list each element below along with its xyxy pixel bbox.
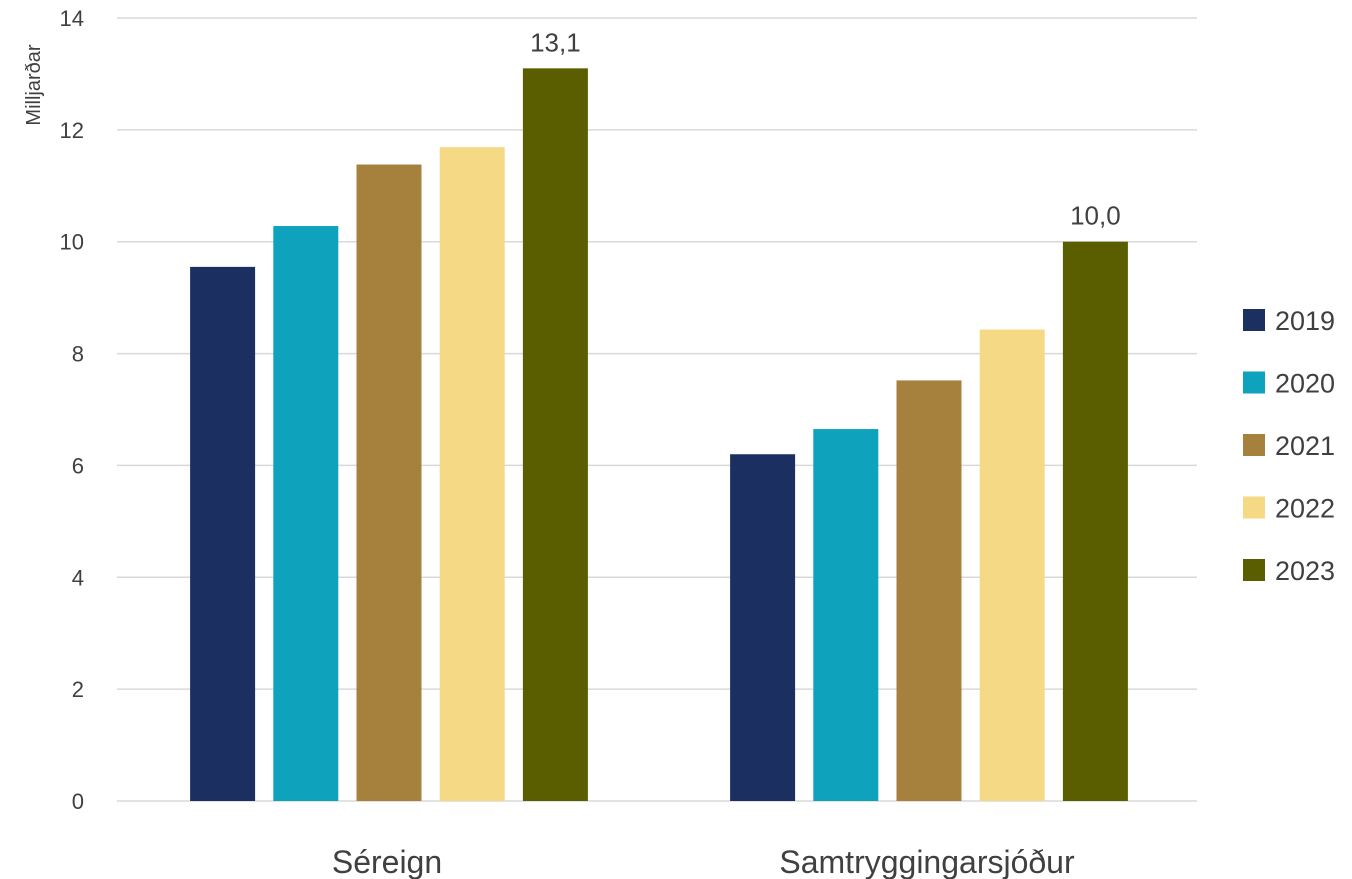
bar-2022-sereign [439, 147, 505, 801]
y-tick-label: 0 [72, 789, 84, 814]
legend-label: 2019 [1275, 306, 1335, 336]
legend-label: 2023 [1275, 556, 1335, 586]
y-tick-label: 10 [60, 230, 84, 255]
bar-2021-samtryggingarsjodur [896, 380, 962, 801]
legend-swatch [1243, 434, 1265, 456]
category-label: Séreign [332, 844, 442, 879]
data-label: 10,0 [1070, 201, 1121, 231]
legend-swatch [1243, 309, 1265, 331]
legend-label: 2021 [1275, 431, 1335, 461]
y-tick-label: 6 [72, 453, 84, 478]
y-tick-label: 12 [60, 118, 84, 143]
legend-label: 2020 [1275, 369, 1335, 399]
y-axis-ticks: 0 2 4 6 8 10 12 14 [60, 6, 84, 814]
bar-2023-sereign [522, 68, 588, 802]
category-label: Samtryggingarsjóður [779, 844, 1075, 879]
bar-2020-samtryggingarsjodur [813, 429, 879, 801]
legend-swatch [1243, 559, 1265, 581]
data-labels: 13,1 10,0 [530, 27, 1121, 230]
y-tick-label: 14 [60, 6, 84, 31]
y-tick-label: 2 [72, 677, 84, 702]
y-axis-label: Milljarðar [23, 44, 45, 125]
category-labels: Séreign Samtryggingarsjóður [332, 844, 1075, 879]
legend-label: 2022 [1275, 494, 1335, 524]
data-label: 13,1 [530, 27, 581, 57]
y-tick-label: 4 [72, 565, 84, 590]
bars [190, 68, 1128, 802]
legend-swatch [1243, 496, 1265, 519]
bar-2019-sereign [190, 266, 256, 801]
bar-2023-samtryggingarsjodur [1062, 241, 1128, 801]
y-tick-label: 8 [72, 342, 84, 367]
bar-2022-samtryggingarsjodur [979, 329, 1045, 801]
bar-2020-sereign [273, 226, 339, 801]
legend-swatch [1243, 371, 1265, 394]
bar-2021-sereign [356, 164, 422, 802]
legend: 2019 2020 2021 2022 2023 [1243, 306, 1335, 586]
bar-2019-samtryggingarsjodur [730, 454, 796, 801]
